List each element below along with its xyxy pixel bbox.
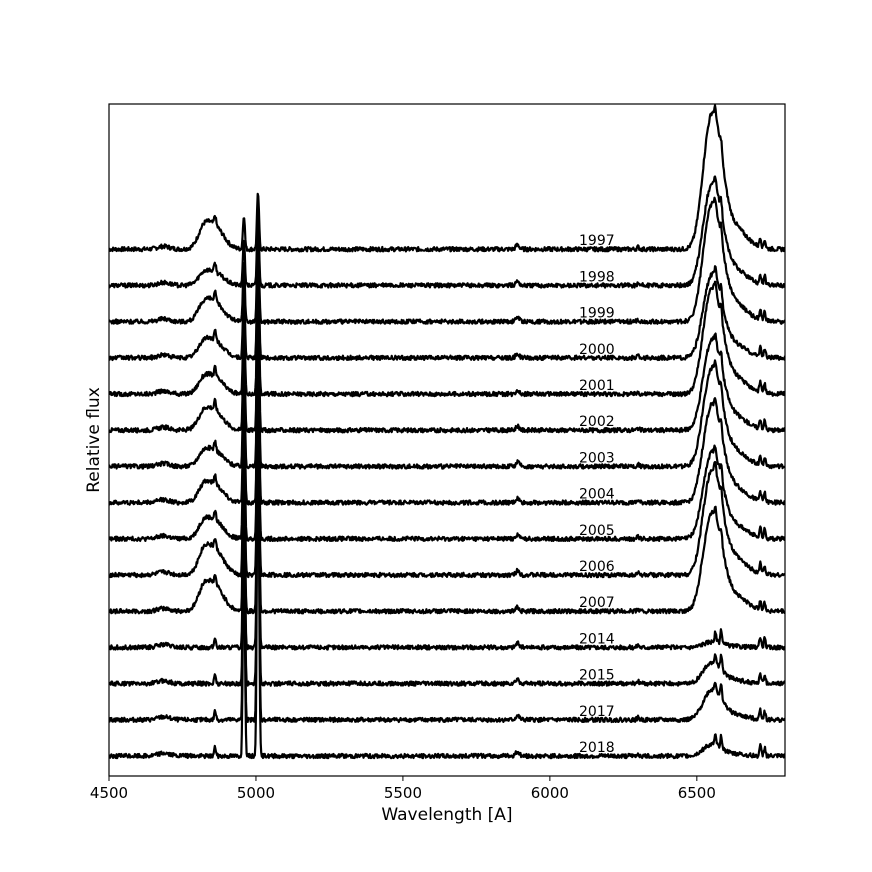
spectrum-line-2005: [109, 315, 785, 543]
year-label-2007: 2007: [579, 595, 615, 611]
x-tick-label: 4500: [90, 784, 128, 802]
spectrum-line-1997: [109, 104, 785, 253]
year-label-2018: 2018: [579, 740, 615, 756]
year-label-2005: 2005: [579, 523, 615, 539]
spectrum-line-2007: [109, 341, 785, 615]
spectrum-line-2015: [109, 373, 785, 687]
year-label-2006: 2006: [579, 559, 615, 575]
year-label-2015: 2015: [579, 668, 615, 684]
year-label-2001: 2001: [579, 378, 615, 394]
y-axis-label: Relative flux: [84, 387, 104, 493]
x-tick-label: 5500: [384, 784, 422, 802]
spectrum-line-2004: [109, 297, 785, 506]
plot-frame: [108, 103, 786, 777]
year-label-2004: 2004: [579, 487, 615, 503]
spectrum-line-2017: [109, 386, 785, 724]
year-label-2003: 2003: [579, 450, 615, 466]
year-label-2014: 2014: [579, 631, 615, 647]
year-label-2017: 2017: [579, 704, 615, 720]
spectrum-line-1998: [109, 175, 785, 289]
spectrum-line-1999: [109, 196, 785, 325]
x-tick-label: 6000: [531, 784, 569, 802]
spectrum-line-2006: [109, 327, 785, 579]
spectrum-line-2002: [109, 268, 785, 434]
spectra-layer: [109, 104, 785, 760]
x-axis-ticks: 4500 5000 5500 6000 6500: [90, 776, 716, 802]
x-tick-label: 5000: [237, 784, 275, 802]
spectrum-line-2001: [109, 253, 785, 398]
spectrum-line-2003: [109, 284, 785, 470]
year-label-2000: 2000: [579, 342, 615, 358]
year-label-1998: 1998: [579, 269, 615, 285]
spectrum-line-2000: [109, 239, 785, 362]
x-axis-label: Wavelength [A]: [381, 805, 512, 825]
spectrum-line-2018: [109, 403, 785, 760]
x-tick-label: 6500: [678, 784, 716, 802]
year-labels: 1997 1998 1999 2000 2001 2002 2003 2004 2005 2006…: [579, 233, 615, 756]
spectrum-line-2014: [109, 357, 785, 651]
year-label-1999: 1999: [579, 306, 615, 322]
year-label-2002: 2002: [579, 414, 615, 430]
year-label-1997: 1997: [579, 233, 615, 249]
